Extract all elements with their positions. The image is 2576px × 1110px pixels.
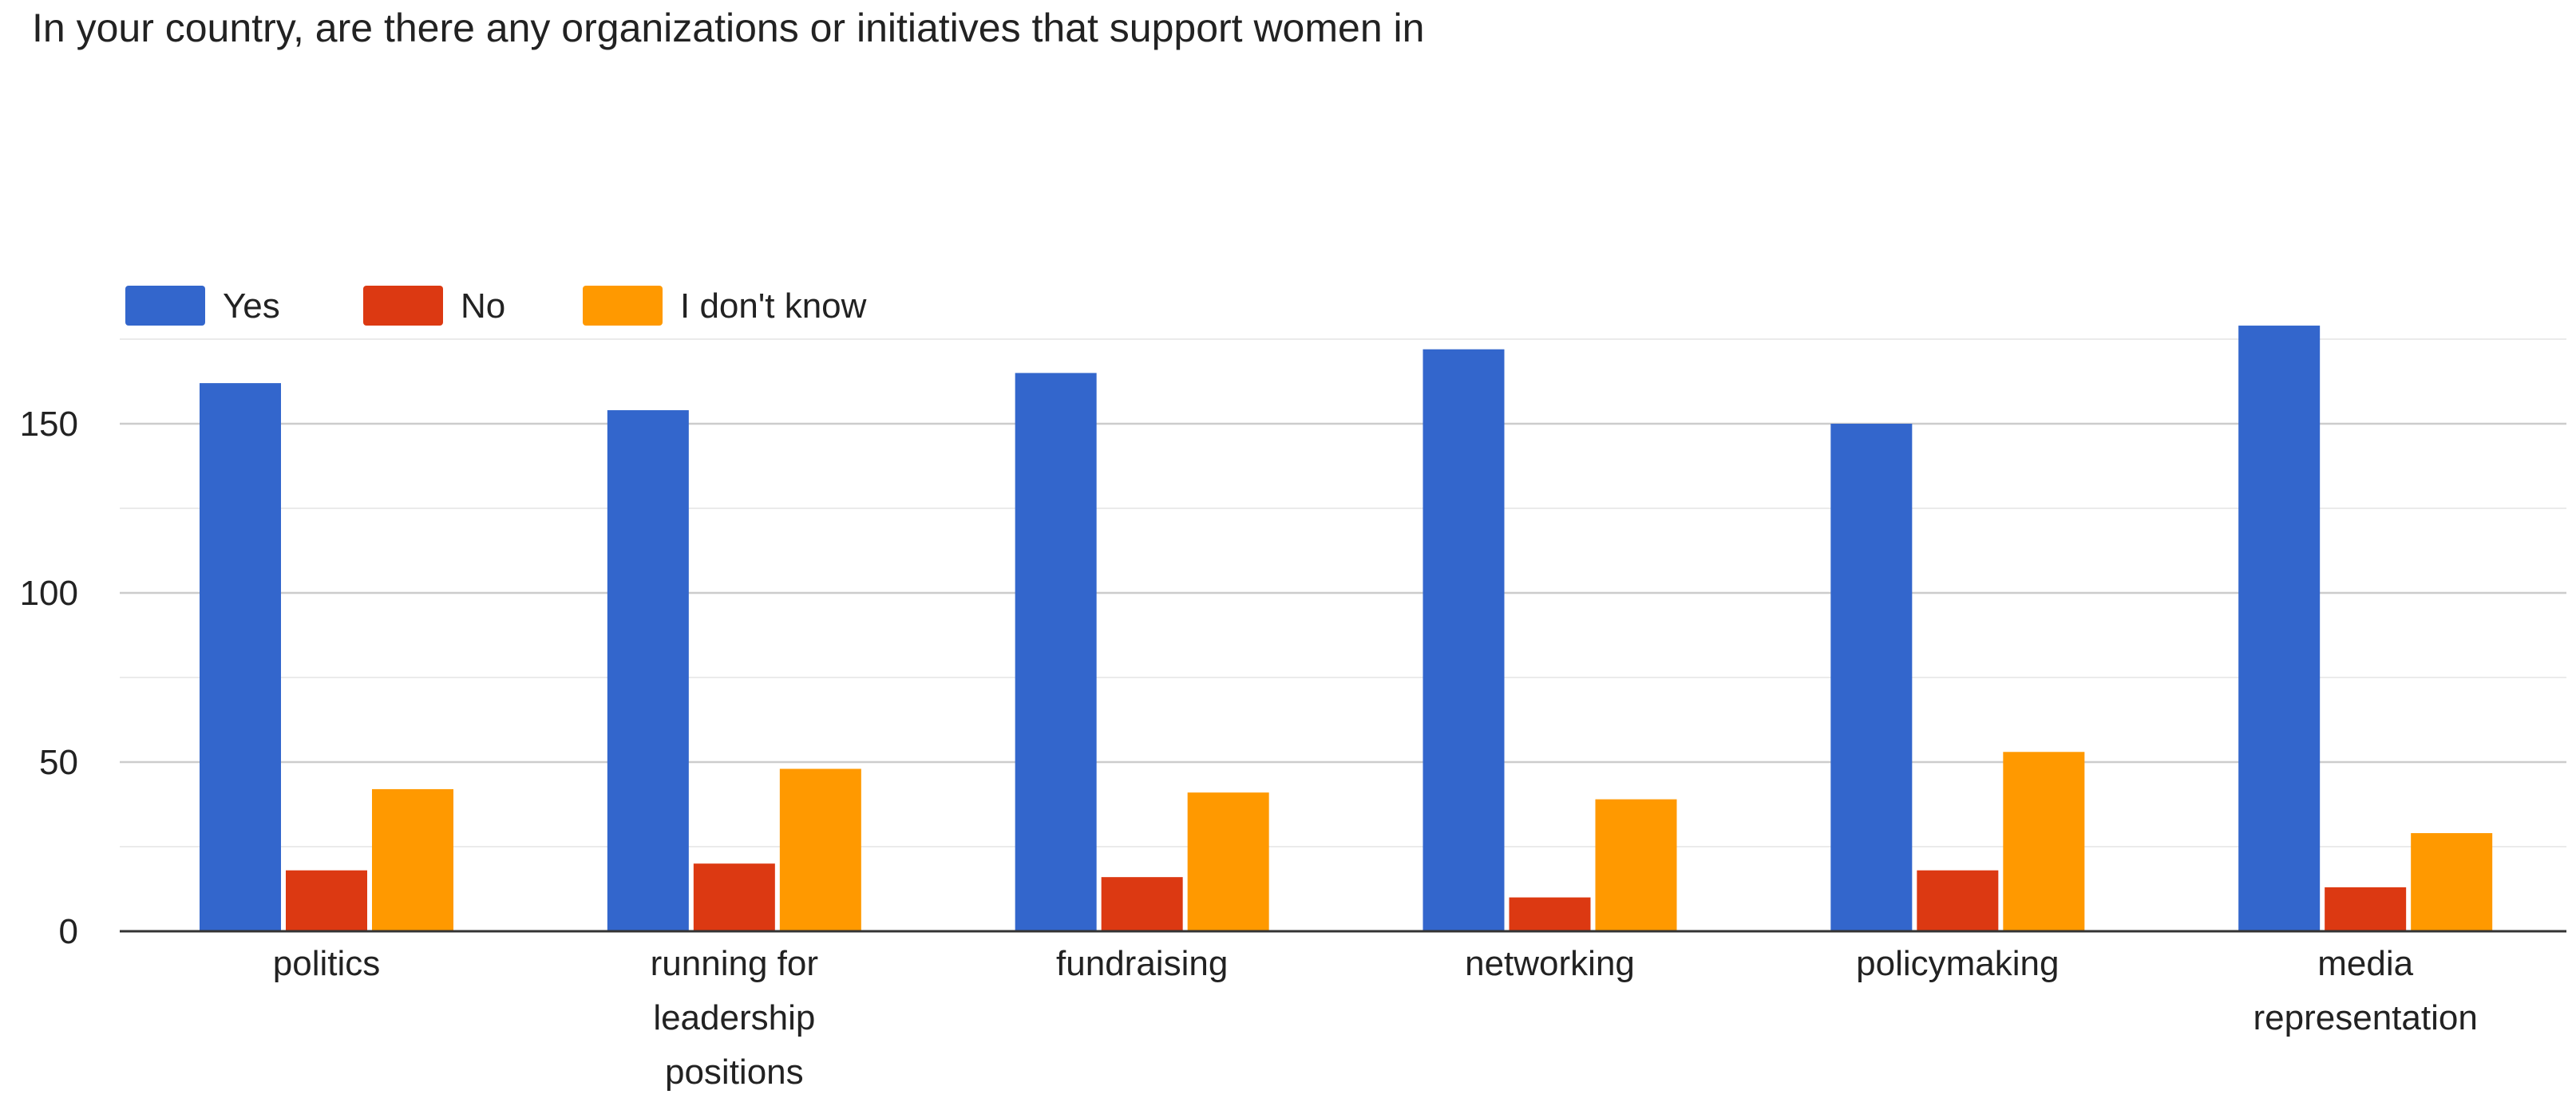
bar-i-don-t-know-2	[1187, 792, 1269, 931]
legend-label-no: No	[461, 286, 505, 326]
y-tick-label: 50	[39, 743, 78, 782]
bar-yes-1	[607, 410, 689, 931]
x-tick-label: networking	[1465, 944, 1635, 983]
legend-swatch-i-don-t-know	[583, 286, 663, 326]
x-tick-label-line: networking	[1465, 944, 1635, 983]
y-tick-label: 0	[59, 912, 78, 951]
bar-no-1	[693, 863, 775, 931]
bar-yes-5	[2238, 326, 2321, 931]
y-axis-labels: 0 50 100 150	[20, 405, 78, 951]
x-tick-label-line: positions	[665, 1053, 804, 1092]
x-tick-label-line: fundraising	[1056, 944, 1228, 983]
bar-no-4	[1917, 870, 1999, 931]
bar-no-3	[1509, 897, 1591, 931]
bar-no-5	[2325, 887, 2407, 931]
bar-i-don-t-know-0	[372, 788, 453, 931]
bar-i-don-t-know-3	[1595, 799, 1677, 931]
x-tick-label: running for leadership positions	[651, 944, 818, 1092]
x-tick-label: politics	[273, 944, 381, 983]
x-axis-labels: politics running for leadership positions fu…	[273, 944, 2478, 1092]
legend-label-i-don-t-know: I don't know	[680, 286, 867, 326]
x-tick-label-line: policymaking	[1856, 944, 2059, 983]
bar-no-0	[286, 870, 367, 931]
bar-yes-4	[1830, 424, 1913, 931]
legend: Yes No I don't know	[125, 286, 867, 326]
bar-yes-2	[1015, 373, 1097, 931]
x-tick-label: fundraising	[1056, 944, 1228, 983]
bar-i-don-t-know-1	[779, 768, 861, 931]
legend-label-yes: Yes	[223, 286, 280, 326]
x-tick-label: policymaking	[1856, 944, 2059, 983]
y-tick-label: 150	[20, 405, 78, 444]
bar-yes-0	[200, 383, 281, 931]
x-tick-label-line: representation	[2254, 998, 2478, 1037]
y-tick-label: 100	[20, 574, 78, 613]
bar-no-2	[1101, 877, 1183, 931]
gridlines	[120, 338, 2566, 847]
x-tick-label-line: leadership	[653, 998, 815, 1037]
chart-title: In your country, are there any organizat…	[32, 6, 1425, 50]
legend-swatch-no	[363, 286, 443, 326]
bar-i-don-t-know-5	[2411, 833, 2493, 931]
bars	[200, 326, 2493, 932]
legend-swatch-yes	[125, 286, 205, 326]
x-tick-label-line: running for	[651, 944, 818, 983]
x-tick-label-line: politics	[273, 944, 381, 983]
x-tick-label: media representation	[2254, 944, 2478, 1037]
x-tick-label-line: media	[2317, 944, 2413, 983]
bar-yes-3	[1423, 349, 1505, 932]
bar-i-don-t-know-4	[2003, 752, 2085, 931]
